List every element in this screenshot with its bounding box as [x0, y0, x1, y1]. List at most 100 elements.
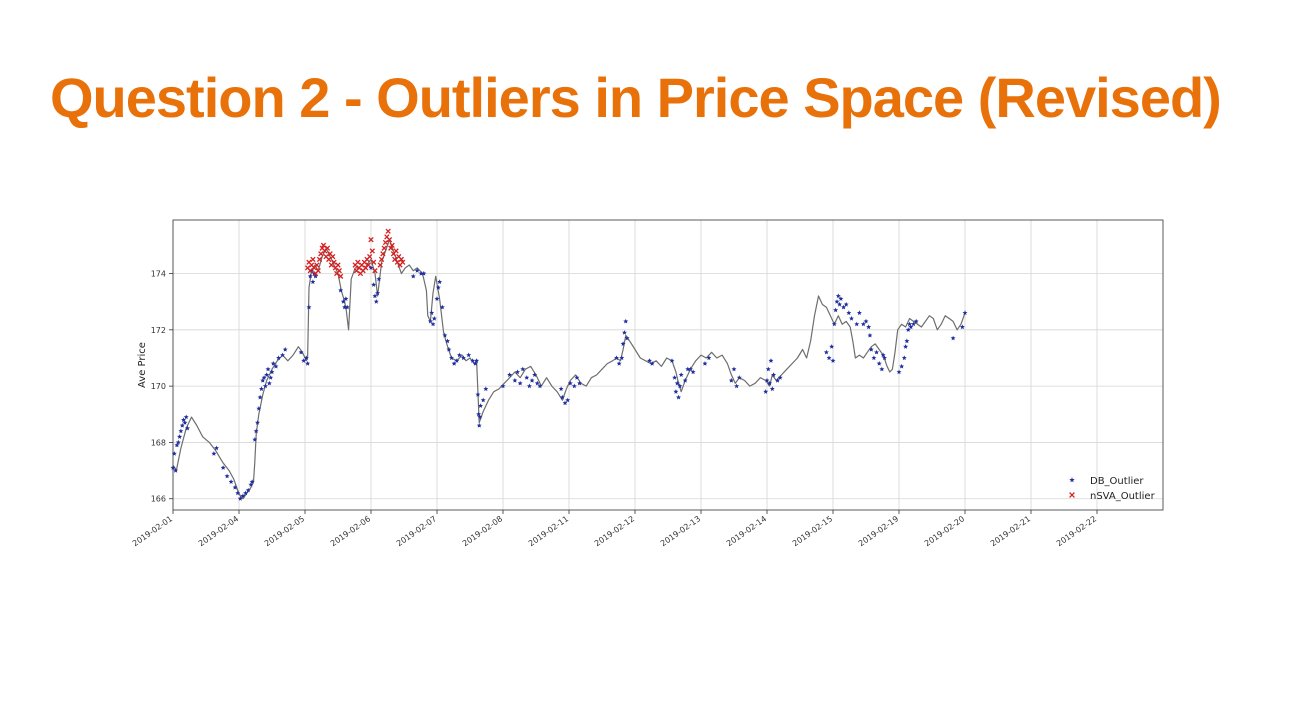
- db-outlier-point: [517, 380, 523, 386]
- db-outlier-point: [826, 355, 832, 361]
- nsva-outlier-point: [315, 268, 321, 274]
- db-outlier-point: [466, 352, 472, 358]
- db-outlier-point: [306, 304, 312, 310]
- nsva-outlier-point: [370, 259, 377, 265]
- x-tick-label: 2019-02-01: [131, 514, 174, 548]
- db-outlier-point: [478, 403, 483, 408]
- db-outlier-point: [245, 487, 251, 493]
- db-outlier-point: [903, 344, 909, 349]
- db-outlier-point: [372, 293, 378, 299]
- db-outlier-point: [677, 383, 683, 389]
- grid-layer: [172, 220, 1163, 510]
- legend-nsva-outlier-symbol: [1069, 492, 1075, 498]
- legend: DB_Outlier nSVA_Outlier: [1069, 476, 1156, 502]
- db-outlier-point: [252, 437, 258, 442]
- db-outlier-point: [248, 482, 254, 487]
- x-tick-label: 2019-02-05: [263, 514, 306, 548]
- db-outlier-point: [421, 270, 427, 276]
- db-outlier-point: [476, 422, 482, 428]
- y-tick-label: 170: [151, 382, 166, 391]
- db-outlier-point: [368, 265, 374, 270]
- nsva-outlier-point: [324, 245, 331, 251]
- nsva-outlier-point: [326, 256, 332, 263]
- db-outlier-point: [526, 383, 532, 389]
- db-outlier-point: [338, 287, 344, 293]
- x-tick-label: 2019-02-22: [1055, 514, 1098, 548]
- db-outlier-point: [451, 361, 457, 366]
- db-outlier-point: [624, 335, 630, 341]
- db-outlier-point: [823, 349, 829, 355]
- db-outlier-point: [959, 324, 965, 330]
- db-outlier-point: [901, 355, 907, 361]
- db-outlier-point: [863, 318, 869, 324]
- legend-nsva-outlier-label: nSVA_Outlier: [1090, 491, 1156, 502]
- db-outlier-point: [834, 299, 840, 304]
- nsva-outlier-point: [389, 242, 395, 248]
- db-outlier-point: [860, 321, 866, 327]
- db-outlier-point: [264, 372, 270, 377]
- db-outlier-point: [253, 428, 259, 434]
- nsva-outlier-point: [368, 237, 374, 243]
- nsva-outlier-point: [377, 262, 383, 268]
- db-outlier-point: [500, 383, 506, 389]
- db-outlier-point: [474, 358, 480, 363]
- db-outlier-point: [449, 355, 454, 361]
- db-outlier-point: [256, 406, 262, 411]
- legend-db-outlier-label: DB_Outlier: [1090, 476, 1144, 487]
- x-tick-label: 2019-02-19: [857, 514, 900, 548]
- db-outlier-point: [838, 296, 844, 301]
- db-outlier-point: [298, 349, 304, 355]
- db-outlier-point: [282, 346, 288, 352]
- db-outlier-point: [483, 386, 489, 391]
- nsva-outlier-point: [372, 268, 378, 274]
- db-outlier-point: [429, 310, 435, 315]
- db-outlier-point: [240, 493, 246, 498]
- db-outlier-point: [908, 324, 914, 330]
- nsva-outlier-point: [385, 228, 391, 234]
- db-outlier-point: [565, 397, 571, 403]
- db-outlier-point: [276, 355, 282, 361]
- db-outlier-point: [829, 344, 835, 349]
- db-outlier-point: [874, 349, 879, 355]
- db-outlier-point: [472, 361, 478, 366]
- db-outlier-point: [515, 369, 520, 375]
- db-outlier-point: [623, 318, 629, 324]
- db-outlier-point: [574, 375, 580, 380]
- db-outlier-point: [567, 380, 573, 386]
- db-outlier-point: [303, 355, 309, 361]
- db-outlier-point: [674, 380, 680, 386]
- db-outlier-point: [678, 372, 684, 377]
- db-outlier-point: [183, 414, 189, 420]
- db-outlier-point: [520, 366, 526, 372]
- db-outlier-point: [685, 366, 691, 372]
- db-outlier-point: [439, 304, 445, 310]
- x-tick-label: 2019-02-20: [923, 514, 966, 548]
- x-tick-label: 2019-02-11: [527, 514, 570, 548]
- db-outlier-point: [371, 282, 377, 287]
- db-outlier-point: [475, 392, 481, 397]
- db-outlier-point: [211, 451, 217, 456]
- db-outlier-point: [706, 355, 712, 361]
- db-outlier-point: [261, 375, 267, 380]
- db-outlier-point: [775, 377, 780, 383]
- db-outlier-point: [454, 358, 460, 363]
- db-outlier-point: [430, 321, 436, 327]
- db-outlier-point: [280, 352, 285, 358]
- db-outlier-point: [214, 445, 219, 451]
- nsva-outlier-point: [320, 242, 327, 248]
- db-outlier-point: [445, 338, 450, 344]
- plot-frame: [172, 219, 1164, 511]
- x-tick-label: 2019-02-04: [197, 514, 240, 548]
- db-outlier-point: [841, 304, 846, 310]
- nsva-outlier-point: [400, 259, 406, 265]
- db-outlier-point: [268, 375, 274, 380]
- db-outlier-point: [876, 361, 882, 366]
- db-outlier-point: [728, 377, 734, 383]
- db-outlier-point: [170, 465, 176, 470]
- db-outlier-point: [477, 414, 483, 420]
- db-outlier-point: [835, 293, 841, 299]
- db-outlier-point: [731, 366, 737, 372]
- db-outlier-point: [224, 473, 230, 479]
- db-outlier-point: [896, 369, 902, 375]
- db-outlier-point: [769, 386, 775, 391]
